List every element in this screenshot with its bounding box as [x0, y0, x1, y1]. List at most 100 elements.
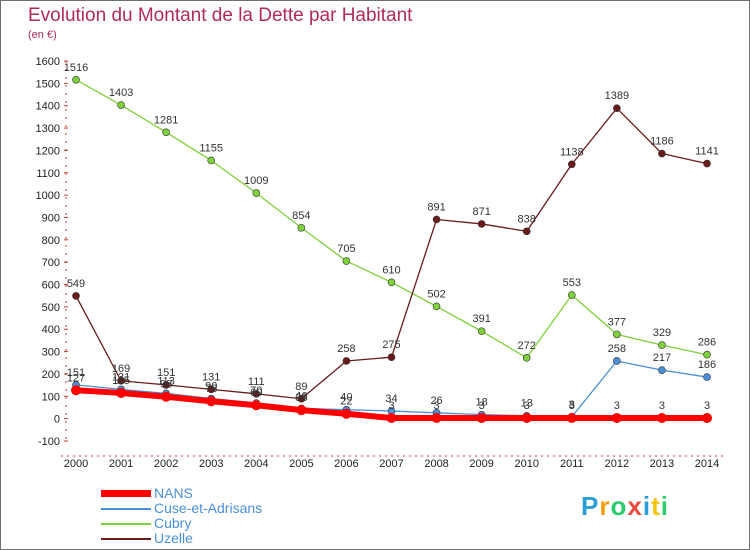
- data-label: 127: [67, 372, 85, 384]
- data-label: 3: [704, 400, 710, 412]
- data-label: 18: [476, 397, 488, 409]
- data-label: 272: [518, 340, 536, 352]
- data-label: 3: [388, 400, 394, 412]
- data-point: [342, 357, 351, 365]
- data-labels: 127 115 98 78 60 38 22 3 3 3 3 3 3 3 3 151 131 113 90 70 46 4…: [64, 62, 719, 412]
- data-point: [252, 390, 261, 398]
- y-tick-label: -100: [38, 436, 60, 448]
- data-label: 286: [698, 337, 716, 349]
- x-tick-label: 2003: [199, 458, 223, 470]
- data-point: [72, 75, 80, 84]
- data-label: 1009: [244, 175, 268, 187]
- logo-letter: i: [660, 491, 669, 521]
- logo-letter: o: [610, 491, 628, 521]
- data-point: [297, 394, 306, 403]
- data-point: [251, 400, 262, 411]
- data-point: [72, 292, 80, 300]
- y-tick-label: 700: [42, 257, 60, 269]
- data-label: 329: [653, 327, 671, 339]
- data-point: [342, 257, 351, 265]
- data-point: [522, 354, 531, 362]
- data-label: 377: [608, 316, 626, 328]
- logo-letter: t: [651, 491, 661, 521]
- data-point: [207, 385, 216, 394]
- y-tick-label: 1600: [36, 56, 60, 68]
- data-point: [162, 128, 170, 137]
- data-point: [658, 341, 666, 349]
- data-point: [613, 330, 621, 339]
- data-label: 1186: [650, 136, 674, 148]
- y-tick-label: 800: [42, 235, 60, 247]
- y-tick-label: 500: [42, 302, 60, 314]
- data-point: [206, 396, 217, 407]
- y-tick-label: 1400: [36, 101, 60, 113]
- legend-item: Cubry: [101, 516, 262, 531]
- legend-label: Uzelle: [154, 530, 193, 546]
- data-label: 1141: [695, 146, 719, 158]
- data-label: 38: [295, 392, 307, 404]
- data-label: 3: [434, 400, 440, 412]
- data-point: [297, 223, 306, 232]
- data-point: [522, 227, 531, 236]
- y-tick-label: 900: [42, 212, 60, 224]
- data-point: [387, 353, 396, 361]
- axes: -100 0 100 200 300 400 500 600 700 800 900 1000 1100…: [36, 56, 727, 470]
- data-point: [117, 377, 125, 385]
- data-point: [432, 215, 441, 224]
- data-label: 131: [202, 371, 220, 383]
- data-point: [703, 159, 711, 168]
- data-point: [703, 350, 711, 359]
- data-label: 1155: [199, 142, 223, 154]
- y-tick-label: 200: [42, 369, 60, 381]
- data-point: [703, 373, 711, 381]
- data-label: 854: [292, 210, 310, 222]
- data-label: 89: [295, 381, 307, 393]
- data-label: 8: [569, 399, 575, 411]
- data-point: [521, 412, 532, 423]
- data-point: [252, 189, 261, 197]
- data-point: [613, 357, 621, 365]
- data-point: [207, 156, 216, 165]
- data-label: 610: [382, 264, 400, 276]
- x-tick-label: 2001: [109, 458, 133, 470]
- data-point: [71, 385, 81, 396]
- x-tick-label: 2002: [154, 458, 178, 470]
- data-label: 90: [205, 381, 217, 393]
- data-label: 111: [248, 376, 265, 388]
- data-label: 34: [385, 393, 397, 405]
- legend-swatch: [101, 490, 151, 497]
- data-label: 22: [340, 396, 352, 408]
- data-label: 3: [569, 400, 575, 412]
- data-label: 151: [157, 367, 175, 379]
- legend: NANS Cuse-et-Adrisans Cubry Uzelle: [101, 486, 262, 546]
- x-tick-label: 2009: [469, 458, 493, 470]
- logo-letter: r: [599, 491, 611, 521]
- legend-item: NANS: [101, 486, 262, 501]
- legend-swatch: [101, 507, 151, 510]
- data-label: 131: [112, 371, 130, 383]
- data-label: 115: [112, 375, 130, 387]
- chart-title: Evolution du Montant de la Dette par Hab…: [28, 5, 413, 26]
- data-label: 3: [479, 400, 485, 412]
- data-label: 1389: [605, 90, 629, 102]
- data-point: [702, 412, 712, 423]
- y-tick-label: 1100: [36, 168, 60, 180]
- series-lines: [71, 75, 712, 423]
- data-point: [566, 412, 577, 423]
- y-tick-label: 1000: [36, 190, 60, 202]
- data-label: 26: [430, 395, 442, 407]
- y-tick-label: 300: [42, 347, 60, 359]
- data-label: 258: [608, 343, 626, 355]
- data-label: 3: [524, 400, 530, 412]
- y-tick-label: 1500: [36, 78, 60, 90]
- data-label: 1281: [154, 114, 178, 126]
- data-point: [477, 220, 486, 228]
- data-label: 1138: [560, 146, 584, 158]
- legend-label: Cubry: [154, 515, 192, 531]
- legend-label: NANS: [154, 485, 193, 501]
- data-point: [161, 391, 172, 402]
- data-label: 3: [659, 400, 665, 412]
- data-point: [658, 149, 666, 158]
- data-point: [432, 302, 441, 311]
